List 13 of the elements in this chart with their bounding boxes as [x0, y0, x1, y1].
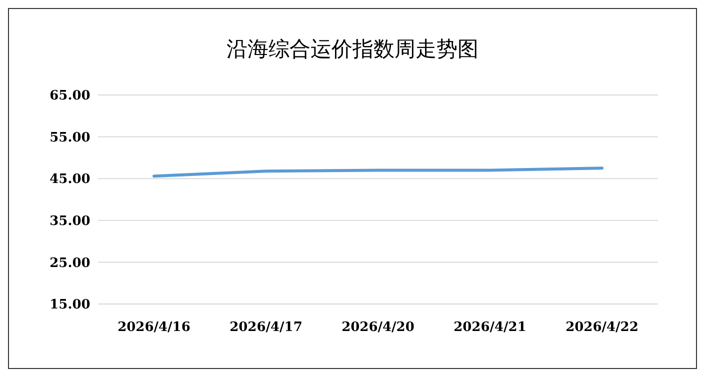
x-tick-label: 2026/4/21 — [454, 320, 526, 336]
y-tick-label: 35.00 — [50, 214, 90, 230]
y-tick-label: 55.00 — [50, 130, 90, 146]
x-tick-label: 2026/4/17 — [230, 320, 302, 336]
y-tick-label: 25.00 — [50, 256, 90, 271]
x-tick-label: 2026/4/20 — [342, 320, 414, 336]
line-series — [152, 166, 604, 178]
chart-title: 沿海综合运价指数周走势图 — [226, 36, 480, 63]
x-tick-label: 2026/4/16 — [118, 320, 190, 336]
x-tick-label: 2026/4/22 — [566, 320, 638, 336]
y-tick-label: 15.00 — [50, 298, 90, 313]
y-tick-label: 65.00 — [50, 88, 90, 104]
y-tick-label: 45.00 — [50, 172, 90, 188]
